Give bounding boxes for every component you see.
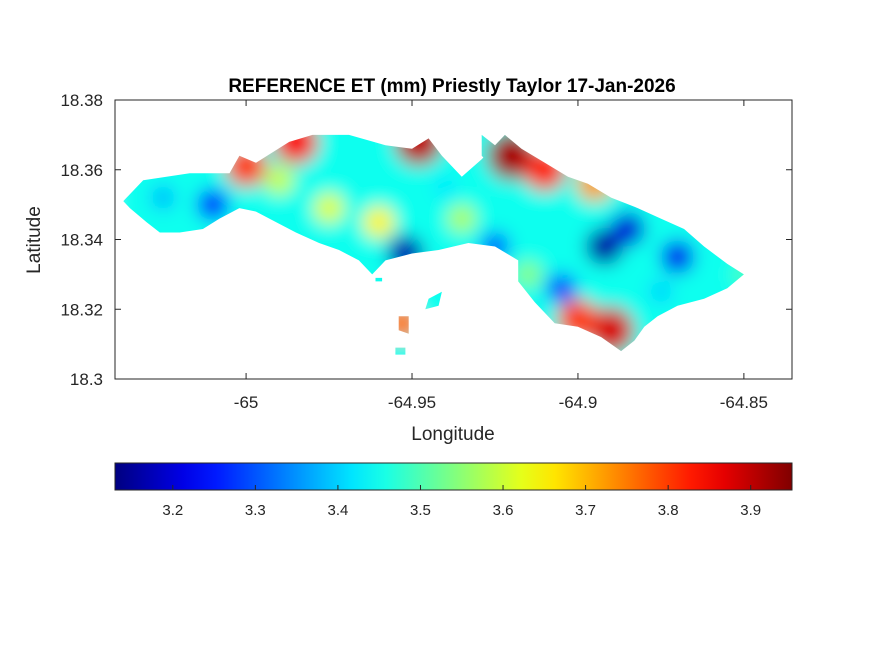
colorbar-tick-label: 3.2 xyxy=(162,502,183,519)
x-tick-label: -64.85 xyxy=(720,393,768,412)
et-cell-25 xyxy=(434,176,457,199)
colorbar-tick-label: 3.7 xyxy=(575,502,596,519)
y-axis: 18.3 18.32 18.34 18.36 18.38 xyxy=(60,91,792,389)
colorbar-tick-label: 3.3 xyxy=(245,502,266,519)
et-cell-17 xyxy=(196,188,229,221)
x-tick-label: -64.9 xyxy=(559,393,598,412)
colorbar: 3.2 3.3 3.4 3.5 3.6 3.7 3.8 3.9 xyxy=(114,462,793,519)
colorbar-tick-label: 3.4 xyxy=(327,502,348,519)
et-cell-24 xyxy=(368,166,389,187)
et-cell-1 xyxy=(273,134,318,164)
colorbar-tick-label: 3.9 xyxy=(740,502,761,519)
y-tick-label: 18.36 xyxy=(60,161,103,180)
chart-title: REFERENCE ET (mm) Priestly Taylor 17-Jan… xyxy=(228,76,675,97)
et-cell-18 xyxy=(151,185,176,210)
colorbar-tick-label: 3.8 xyxy=(658,502,679,519)
x-tick-label: -64.95 xyxy=(388,393,436,412)
y-tick-label: 18.38 xyxy=(60,91,103,110)
et-cell-20 xyxy=(649,280,673,304)
et-cell-15 xyxy=(660,240,695,274)
et-cell-8 xyxy=(362,206,395,239)
et-cell-9 xyxy=(314,193,345,224)
et-cell-14 xyxy=(610,211,646,247)
colorbar-gradient xyxy=(114,462,793,491)
et-cell-22 xyxy=(515,261,542,288)
x-tick-label: -65 xyxy=(234,393,259,412)
colorbar-tick-label: 3.5 xyxy=(410,502,431,519)
y-tick-label: 18.3 xyxy=(70,370,103,389)
colorbar-ticks: 3.2 3.3 3.4 3.5 3.6 3.7 3.8 3.9 xyxy=(162,485,761,519)
y-tick-label: 18.34 xyxy=(60,231,103,250)
x-axis-label: Longitude xyxy=(411,424,494,445)
et-cell-10 xyxy=(447,204,476,233)
y-tick-label: 18.32 xyxy=(60,300,103,319)
et-cell-19 xyxy=(546,273,577,304)
et-cell-23 xyxy=(264,165,294,195)
x-axis: -65 -64.95 -64.9 -64.85 xyxy=(234,100,768,412)
y-axis-label: Latitude xyxy=(24,206,45,274)
colorbar-tick-label: 3.6 xyxy=(493,502,514,519)
